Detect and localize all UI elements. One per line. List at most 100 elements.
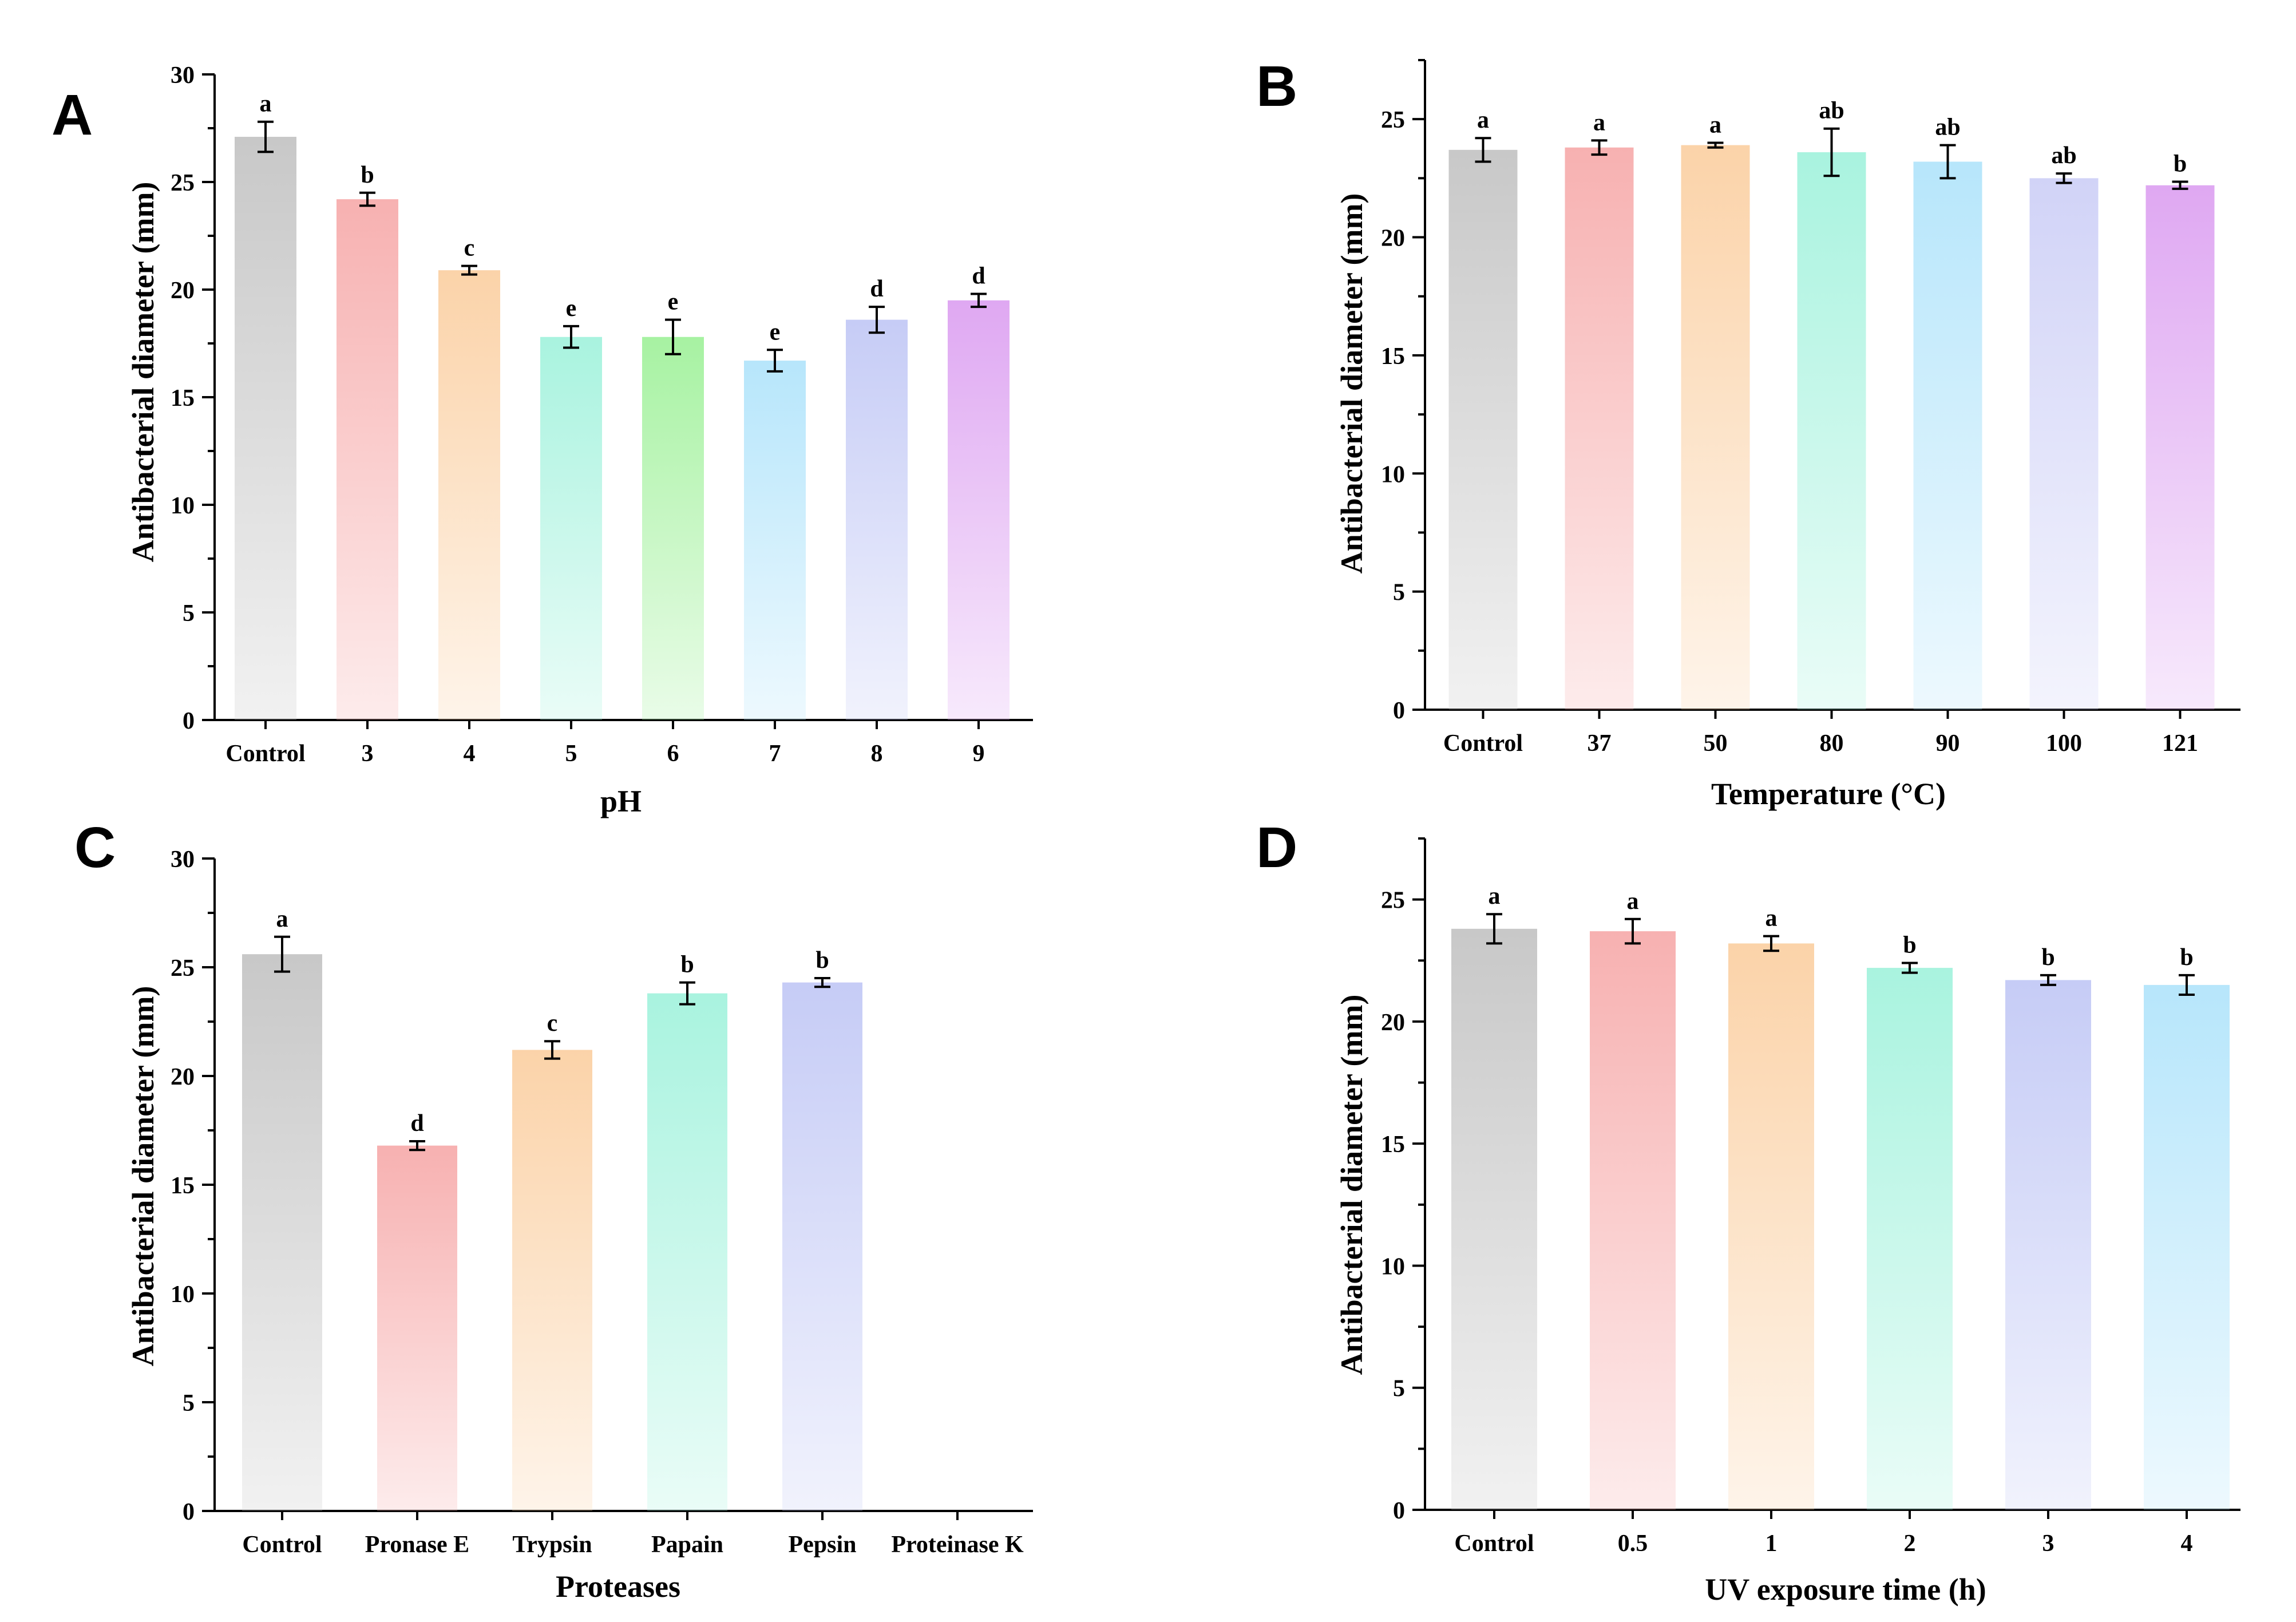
x-tick-label: 37 [1588,730,1612,757]
panel-d: D Antibacterial diameter (mm) UV exposur… [1256,816,2240,1607]
bar [242,954,322,1511]
bar [438,270,500,720]
y-tick-label: 0 [1393,698,1405,724]
bar [1448,149,1518,710]
x-tick-label: Trypsin [512,1532,592,1558]
y-tick-label: 5 [183,1390,195,1417]
bar [744,361,806,720]
bar [1565,147,1634,710]
x-tick-label: Control [242,1532,322,1558]
x-tick-label: Papain [651,1532,723,1558]
x-tick-label: 80 [1820,730,1844,757]
panel-a-xlabel: pH [600,784,642,818]
x-tick-label: 6 [667,741,679,767]
y-tick-label: 30 [171,846,195,873]
panel-b-ylabel: Antibacterial diameter (mm) [1335,193,1369,574]
y-tick-label: 10 [1381,1253,1405,1280]
x-tick-label: 90 [1936,730,1960,757]
panel-a-letter: A [52,83,93,147]
bar [1728,943,1814,1510]
y-tick-label: 20 [171,1064,195,1090]
bar [1913,161,1982,710]
y-tick-label: 20 [171,278,195,304]
bar [642,337,704,720]
bar [846,319,908,720]
bar [1867,968,1953,1510]
bar [337,199,398,721]
significance-letter: d [870,276,883,302]
bar [2144,984,2230,1510]
significance-letter: c [464,235,475,262]
panel-a-ylabel: Antibacterial diameter (mm) [126,182,160,563]
significance-letter: b [2180,944,2193,971]
x-tick-label: Control [1443,730,1523,757]
y-tick-label: 10 [171,493,195,519]
y-tick-label: 25 [1381,888,1405,914]
x-tick-label: 7 [769,741,781,767]
significance-letter: b [816,947,829,974]
significance-letter: b [2174,151,2187,177]
significance-letter: d [972,263,985,290]
x-tick-label: 100 [2046,730,2082,757]
x-tick-label: 9 [973,741,985,767]
significance-letter: a [1477,107,1489,133]
y-tick-label: 15 [171,1173,195,1199]
y-tick-label: 20 [1381,226,1405,252]
y-tick-label: 30 [171,62,195,89]
significance-letter: ab [1819,98,1844,124]
panel-b-letter: B [1256,54,1297,118]
significance-letter: ab [2051,143,2076,169]
bar [948,300,1010,720]
y-tick-label: 5 [1393,580,1405,606]
bar [1590,931,1676,1510]
bar [2005,980,2091,1510]
significance-letter: d [410,1110,423,1137]
panel-d-xlabel: UV exposure time (h) [1705,1572,1986,1607]
panel-c-xlabel: Proteases [556,1569,680,1604]
y-tick-label: 15 [171,385,195,412]
y-tick-label: 5 [1393,1376,1405,1402]
y-tick-label: 25 [171,955,195,982]
bar [2145,185,2215,710]
panel-b-xlabel: Temperature (°C) [1711,777,1946,811]
x-tick-label: 2 [1904,1530,1916,1557]
x-tick-label: 1 [1765,1530,1778,1557]
y-tick-label: 10 [171,1281,195,1308]
bar [1797,152,1866,710]
panel-c-letter: C [74,816,116,880]
bar [235,137,296,721]
y-tick-label: 0 [1393,1498,1405,1524]
y-tick-label: 10 [1381,461,1405,488]
significance-letter: a [1593,109,1605,136]
panel-d-letter: D [1256,816,1297,880]
x-tick-label: Control [1454,1530,1534,1557]
panel-a: A Antibacterial diameter (mm) pH 0 5 10 15 2… [52,62,1033,818]
bar [2029,178,2099,710]
y-tick-label: 0 [183,1499,195,1525]
x-tick-label: Control [225,741,305,767]
significance-letter: a [276,906,288,932]
x-tick-label: 3 [2042,1530,2054,1557]
bar [540,337,602,720]
bar [647,993,727,1511]
y-tick-label: 15 [1381,343,1405,370]
bar [1681,145,1750,710]
panel-d-ylabel: Antibacterial diameter (mm) [1335,995,1369,1375]
x-tick-label: Proteinase K [891,1532,1024,1558]
x-tick-label: Pepsin [788,1532,856,1558]
y-tick-label: 0 [183,708,195,734]
significance-letter: b [1903,932,1916,959]
significance-letter: a [1489,883,1501,909]
bar [512,1050,592,1511]
panel-c: C Antibacterial diameter (mm) Proteases … [74,816,1033,1604]
panel-b: B Antibacterial diameter (mm) Temperatur… [1256,54,2240,811]
significance-letter: e [770,319,781,345]
significance-letter: b [361,162,374,188]
x-tick-label: 8 [871,741,883,767]
significance-letter: a [1765,905,1778,932]
y-tick-label: 25 [1381,107,1405,133]
significance-letter: a [260,91,272,117]
x-tick-label: 50 [1704,730,1728,757]
significance-letter: b [2041,944,2054,971]
